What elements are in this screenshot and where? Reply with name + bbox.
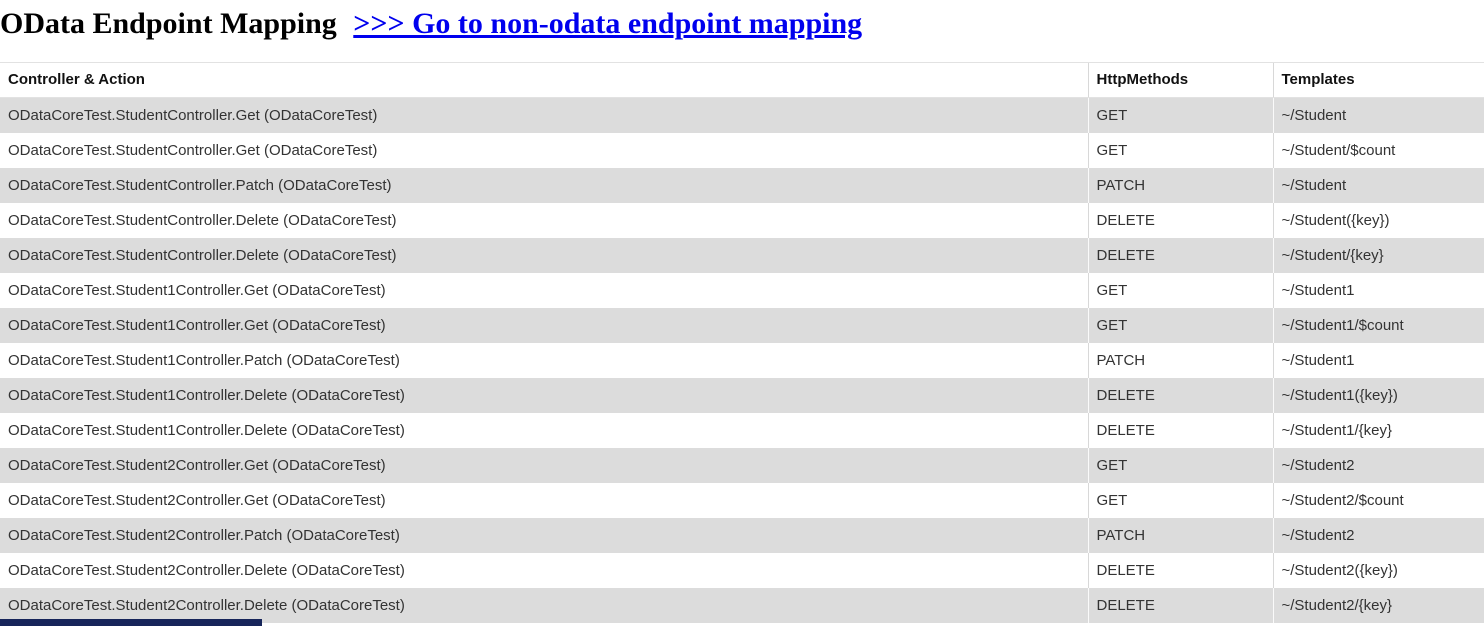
cell-http-method: GET (1087, 97, 1273, 133)
table-row: ODataCoreTest.StudentController.Get (ODa… (0, 97, 1484, 133)
cell-http-method: DELETE (1087, 413, 1273, 448)
cell-controller-action: ODataCoreTest.Student1Controller.Delete … (8, 387, 405, 404)
cell-http-method: DELETE (1087, 378, 1273, 413)
page-title-text: OData Endpoint Mapping (0, 7, 337, 40)
cell-controller-action: ODataCoreTest.Student1Controller.Patch (… (8, 352, 400, 369)
cell-http-method: GET (1087, 308, 1273, 343)
cell-template: ~/Student/{key} (1272, 238, 1484, 273)
cell-template: ~/Student2/{key} (1272, 588, 1484, 623)
browser-status-bar (0, 619, 262, 626)
cell-http-method: DELETE (1087, 553, 1273, 588)
cell-controller-action: ODataCoreTest.StudentController.Patch (O… (8, 177, 392, 194)
cell-http-method: DELETE (1087, 203, 1273, 238)
cell-template: ~/Student2 (1272, 518, 1484, 553)
table-row: ODataCoreTest.Student2Controller.Get (OD… (0, 483, 1484, 518)
column-header-controller-action: Controller & Action (0, 62, 1088, 98)
cell-template: ~/Student1/{key} (1272, 413, 1484, 448)
table-row: ODataCoreTest.StudentController.Delete (… (0, 238, 1484, 273)
cell-template: ~/Student2({key}) (1272, 553, 1484, 588)
column-header-templates: Templates (1272, 62, 1484, 98)
cell-controller-action: ODataCoreTest.Student1Controller.Delete … (8, 422, 405, 439)
cell-http-method: DELETE (1087, 238, 1273, 273)
page-title: OData Endpoint Mapping >>> Go to non-oda… (0, 6, 1484, 42)
cell-template: ~/Student({key}) (1272, 203, 1484, 238)
table-row: ODataCoreTest.Student1Controller.Delete … (0, 413, 1484, 448)
cell-template: ~/Student1 (1272, 343, 1484, 378)
cell-http-method: GET (1087, 483, 1273, 518)
table-row: ODataCoreTest.Student1Controller.Get (OD… (0, 308, 1484, 343)
cell-http-method: DELETE (1087, 588, 1273, 623)
cell-controller-action: ODataCoreTest.Student2Controller.Get (OD… (8, 457, 386, 474)
cell-template: ~/Student1 (1272, 273, 1484, 308)
cell-template: ~/Student1({key}) (1272, 378, 1484, 413)
table-row: ODataCoreTest.Student1Controller.Delete … (0, 378, 1484, 413)
table-header-row: Controller & Action HttpMethods Template… (0, 62, 1484, 98)
cell-template: ~/Student (1272, 97, 1484, 133)
cell-http-method: PATCH (1087, 518, 1273, 553)
table-row: ODataCoreTest.StudentController.Delete (… (0, 203, 1484, 238)
cell-controller-action: ODataCoreTest.Student2Controller.Delete … (8, 597, 405, 614)
cell-controller-action: ODataCoreTest.StudentController.Delete (… (8, 212, 397, 229)
cell-template: ~/Student (1272, 168, 1484, 203)
cell-controller-action: ODataCoreTest.Student2Controller.Patch (… (8, 527, 400, 544)
cell-http-method: GET (1087, 273, 1273, 308)
cell-template: ~/Student2/$count (1272, 483, 1484, 518)
table-row: ODataCoreTest.Student2Controller.Patch (… (0, 518, 1484, 553)
cell-controller-action: ODataCoreTest.StudentController.Delete (… (8, 247, 397, 264)
column-header-httpmethods: HttpMethods (1087, 62, 1273, 98)
cell-template: ~/Student2 (1272, 448, 1484, 483)
cell-controller-action: ODataCoreTest.StudentController.Get (ODa… (8, 142, 378, 159)
cell-http-method: GET (1087, 133, 1273, 168)
cell-controller-action: ODataCoreTest.Student1Controller.Get (OD… (8, 282, 386, 299)
table-row: ODataCoreTest.StudentController.Patch (O… (0, 168, 1484, 203)
table-row: ODataCoreTest.Student2Controller.Delete … (0, 553, 1484, 588)
cell-controller-action: ODataCoreTest.StudentController.Get (ODa… (8, 107, 378, 124)
cell-http-method: GET (1087, 448, 1273, 483)
cell-controller-action: ODataCoreTest.Student1Controller.Get (OD… (8, 317, 386, 334)
cell-controller-action: ODataCoreTest.Student2Controller.Get (OD… (8, 492, 386, 509)
table-row: ODataCoreTest.StudentController.Get (ODa… (0, 133, 1484, 168)
endpoint-mapping-table: Controller & Action HttpMethods Template… (0, 62, 1484, 623)
cell-http-method: PATCH (1087, 343, 1273, 378)
table-row: ODataCoreTest.Student1Controller.Patch (… (0, 343, 1484, 378)
table-row: ODataCoreTest.Student2Controller.Get (OD… (0, 448, 1484, 483)
cell-controller-action: ODataCoreTest.Student2Controller.Delete … (8, 562, 405, 579)
cell-http-method: PATCH (1087, 168, 1273, 203)
table-row: ODataCoreTest.Student1Controller.Get (OD… (0, 273, 1484, 308)
cell-template: ~/Student/$count (1272, 133, 1484, 168)
table-body: ODataCoreTest.StudentController.Get (ODa… (0, 97, 1484, 623)
table-row: ODataCoreTest.Student2Controller.Delete … (0, 588, 1484, 623)
non-odata-mapping-link[interactable]: >>> Go to non-odata endpoint mapping (353, 7, 863, 40)
cell-template: ~/Student1/$count (1272, 308, 1484, 343)
